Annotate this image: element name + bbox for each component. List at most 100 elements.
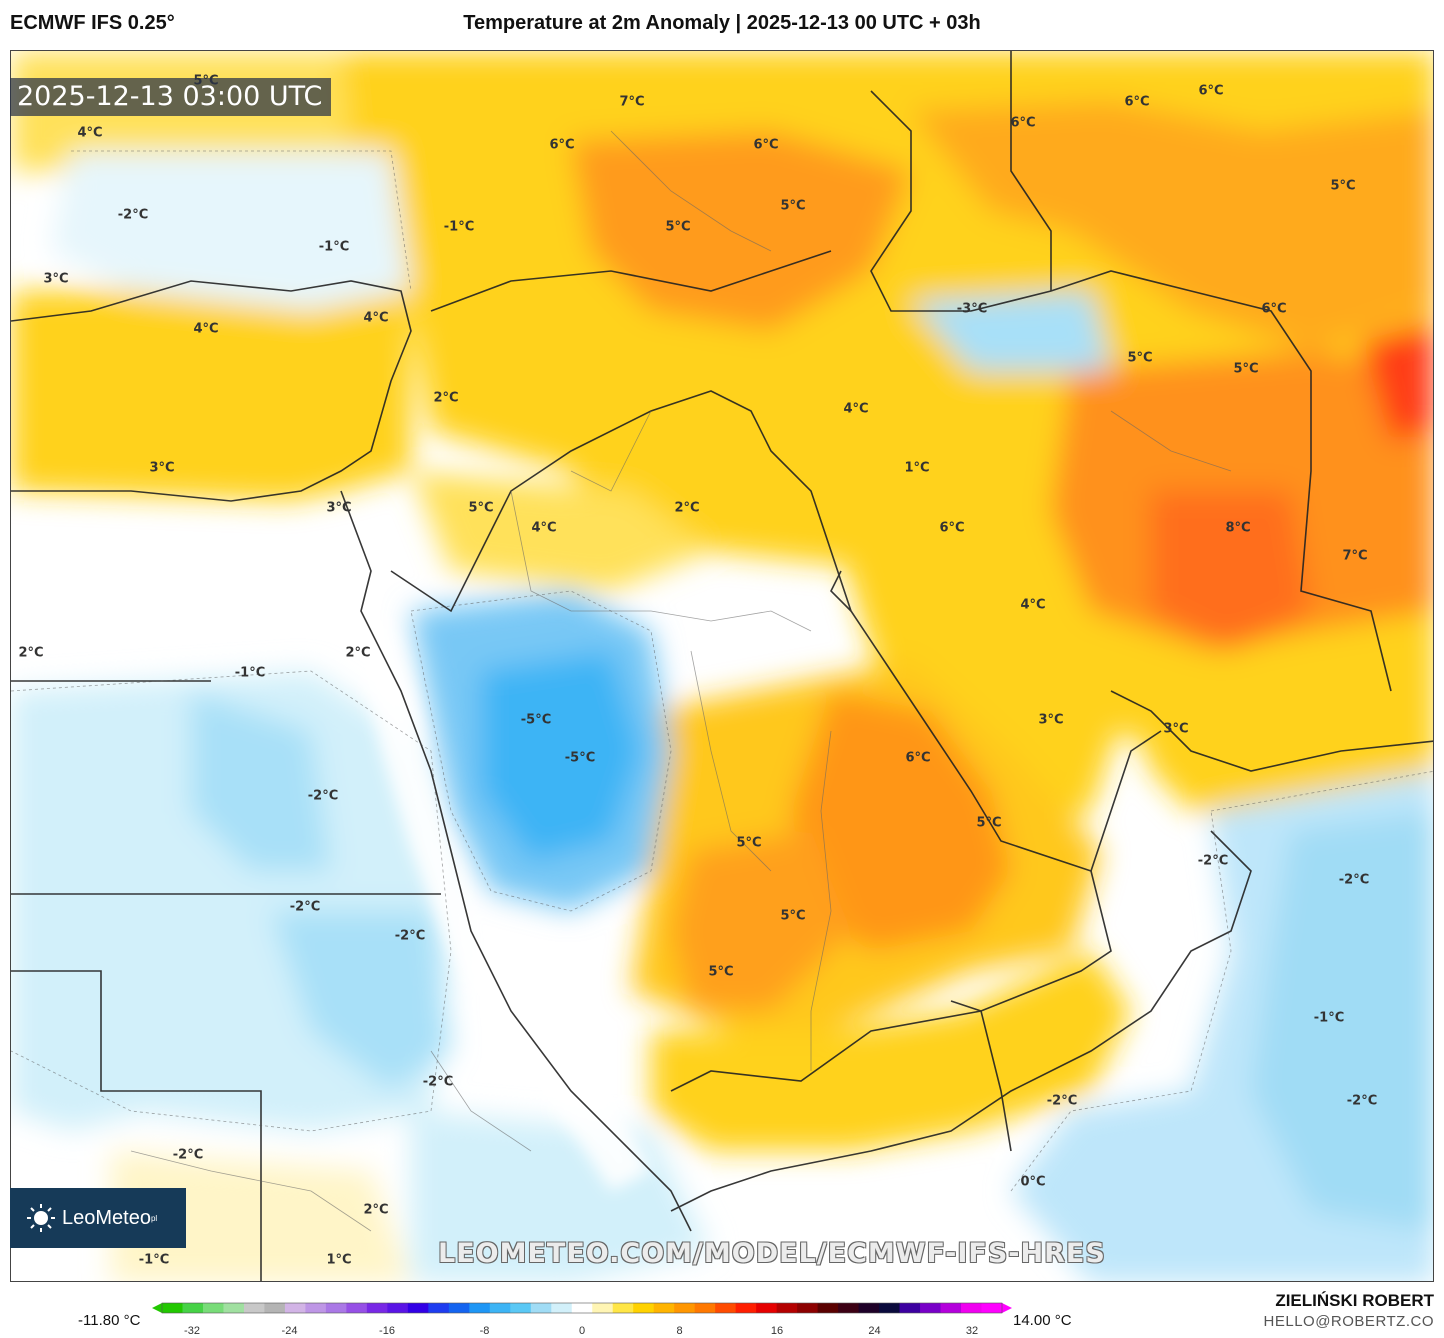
source-watermark: LEOMETEO.COM/MODEL/ECMWF-IFS-HRES xyxy=(438,1238,1106,1269)
colorbar-tick-label: 24 xyxy=(868,1325,881,1337)
contour-label: -1°C xyxy=(234,665,266,681)
contour-label: -2°C xyxy=(1346,1093,1378,1109)
contour-label: 2°C xyxy=(18,645,44,661)
contour-label: 0°C xyxy=(1020,1174,1046,1190)
contour-label: 6°C xyxy=(1261,301,1287,317)
colorbar-swatch xyxy=(940,1303,962,1313)
colorbar-tick-label: 32 xyxy=(965,1325,979,1337)
colorbar-swatch xyxy=(305,1303,327,1313)
colorbar-swatch xyxy=(776,1303,798,1313)
contour-label: 6°C xyxy=(939,520,965,536)
contour-label: 5°C xyxy=(1233,361,1259,377)
colorbar-swatch xyxy=(325,1303,347,1313)
colorbar-swatch xyxy=(162,1303,184,1313)
contour-label: 4°C xyxy=(1020,597,1046,613)
contour-label: 4°C xyxy=(193,321,219,337)
colorbar-swatch xyxy=(182,1303,204,1313)
contour-label: -2°C xyxy=(307,788,339,804)
contour-label: 5°C xyxy=(665,219,691,235)
contour-label: 3°C xyxy=(1163,721,1189,737)
contour-label: -1°C xyxy=(138,1252,170,1268)
contour-label: -3°C xyxy=(956,301,988,317)
contour-label: 7°C xyxy=(1342,548,1368,564)
colorbar-tick-label: 0 xyxy=(578,1325,586,1337)
contour-label: 4°C xyxy=(363,310,389,326)
contour-label: 1°C xyxy=(326,1252,352,1268)
logo-suffix: pl xyxy=(150,1213,158,1223)
contour-label: 6°C xyxy=(1198,83,1224,99)
contour-label: 1°C xyxy=(904,460,930,476)
contour-label: 8°C xyxy=(1225,520,1251,536)
colorbar-swatch xyxy=(551,1303,573,1313)
contour-label: -5°C xyxy=(564,750,596,766)
contour-label: 3°C xyxy=(149,460,175,476)
contour-label: 6°C xyxy=(1124,94,1150,110)
colorbar-swatch xyxy=(838,1303,860,1313)
colorbar-swatch xyxy=(694,1303,716,1313)
colorbar-swatch xyxy=(366,1303,388,1313)
model-name: ECMWF IFS 0.25° xyxy=(10,12,175,34)
colorbar-tick-label: -16 xyxy=(379,1325,395,1337)
contour-label: -2°C xyxy=(172,1147,204,1163)
colorbar-swatch xyxy=(858,1303,880,1313)
colorbar-swatch xyxy=(653,1303,675,1313)
contour-label: -1°C xyxy=(443,219,475,235)
colorbar-swatch xyxy=(571,1303,593,1313)
contour-label: -2°C xyxy=(117,207,149,223)
contour-label: 3°C xyxy=(43,271,69,287)
colorbar xyxy=(152,1302,1012,1314)
colorbar-swatch xyxy=(817,1303,839,1313)
logo-text: LeoMeteo xyxy=(62,1206,151,1229)
contour-label: 4°C xyxy=(77,125,103,141)
author-email: HELLO@ROBERTZ.CO xyxy=(1263,1313,1434,1330)
colorbar-swatch xyxy=(530,1303,552,1313)
contour-label: 7°C xyxy=(619,94,645,110)
colorbar-max-label: 14.00 °C xyxy=(1013,1312,1072,1329)
colorbar-swatch xyxy=(756,1303,778,1313)
colorbar-tick-label: 8 xyxy=(676,1325,683,1337)
sun-icon xyxy=(27,1204,55,1232)
colorbar-swatch xyxy=(797,1303,819,1313)
colorbar-swatch xyxy=(981,1303,1003,1313)
contour-label: 5°C xyxy=(780,908,806,924)
colorbar-swatch xyxy=(223,1303,245,1313)
colorbar-tick-label: -32 xyxy=(184,1325,200,1337)
colorbar-swatch xyxy=(674,1303,696,1313)
colorbar-swatch xyxy=(633,1303,655,1313)
colorbar-swatch xyxy=(202,1303,225,1313)
colorbar-swatch xyxy=(407,1303,429,1313)
contour-label: 6°C xyxy=(549,137,575,153)
admin-borders xyxy=(130,130,1232,1232)
contour-label: 6°C xyxy=(753,137,779,153)
colorbar-tick-label: -24 xyxy=(281,1325,298,1337)
contour-label: 5°C xyxy=(780,198,806,214)
contour-label: 3°C xyxy=(326,500,352,516)
contour-label: -2°C xyxy=(422,1074,454,1090)
contour-label: -2°C xyxy=(394,928,426,944)
contour-label: 3°C xyxy=(1038,712,1064,728)
colorbar-swatch xyxy=(448,1303,470,1313)
contour-label: -1°C xyxy=(318,239,350,255)
colorbar-swatch xyxy=(735,1303,757,1313)
contour-label: -1°C xyxy=(1313,1010,1345,1026)
contour-label: 4°C xyxy=(531,520,557,536)
colorbar-swatch xyxy=(387,1303,409,1313)
contour-label: 5°C xyxy=(976,815,1002,831)
contour-label: 4°C xyxy=(843,401,869,417)
contour-label: -2°C xyxy=(1338,872,1370,888)
contour-label: 5°C xyxy=(468,500,494,516)
colorbar-min-label: -11.80 °C xyxy=(78,1312,141,1329)
colorbar-swatch xyxy=(920,1303,942,1313)
contour-label: 2°C xyxy=(345,645,371,661)
colorbar-high-arrow xyxy=(1002,1303,1012,1313)
contour-label: 2°C xyxy=(674,500,700,516)
colorbar-swatch xyxy=(899,1303,921,1313)
colorbar-swatch xyxy=(612,1303,634,1313)
contour-label: 5°C xyxy=(1330,178,1356,194)
colorbar-swatch xyxy=(715,1303,737,1313)
contour-label: 5°C xyxy=(1127,350,1153,366)
colorbar-swatch xyxy=(592,1303,614,1313)
chart-title: Temperature at 2m Anomaly | 2025-12-13 0… xyxy=(463,12,981,34)
contour-label: 6°C xyxy=(905,750,931,766)
contour-label: -5°C xyxy=(520,712,552,728)
